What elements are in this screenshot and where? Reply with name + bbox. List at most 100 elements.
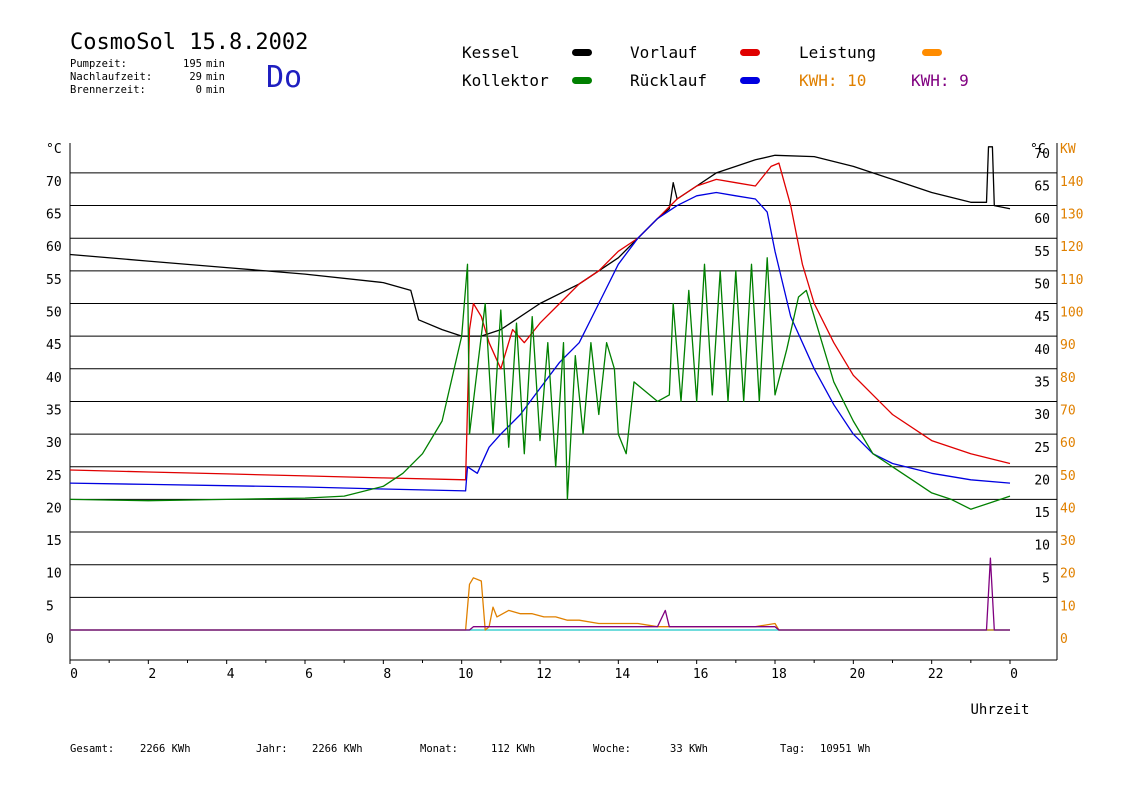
y-tick-label-left: 20 [46,501,62,516]
y-tick-label-power: 30 [1060,534,1076,549]
footer-woche-value: 33 KWh [670,743,708,755]
y-tick-label-right: 25 [1034,441,1050,456]
weekday-label: Do [266,60,303,95]
y-tick-label-right: 40 [1034,343,1050,358]
y-tick-label-left: 25 [46,469,62,484]
stat-unit: min [206,71,225,83]
y-axis-unit-left: °C [46,142,62,157]
legend-ruecklauf-label: Rücklauf [630,71,708,90]
y-tick-label-left: 10 [46,567,62,582]
y-tick-label-power: 10 [1060,599,1076,614]
footer-woche-label: Woche: [593,743,631,755]
stat-brennerzeit: Brennerzeit: 0 min [70,84,225,97]
grid-lines [70,172,1057,598]
y-tick-label-left: 70 [46,175,62,190]
y-tick-label-left: 30 [46,436,62,451]
y-tick-label-power: 110 [1060,273,1083,288]
footer-monat-value: 112 KWh [491,743,536,755]
y-tick-label-right: 60 [1034,212,1050,227]
x-tick-label: 8 [383,667,391,682]
tick-labels: 0 2 4 6 8 10 12 14 16 18 20 22 005101520253035404550… [46,147,1083,682]
y-tick-label-right: 50 [1034,278,1050,293]
x-tick-label: 18 [771,667,787,682]
legend-ruecklauf-swatch [740,77,760,84]
y-tick-label-power: 20 [1060,567,1076,582]
x-tick-label: 10 [458,667,474,682]
x-tick-label: 0 [70,667,78,682]
y-tick-label-right: 10 [1034,539,1050,554]
x-tick-label: 20 [850,667,866,682]
y-tick-label-left: 65 [46,208,62,223]
y-tick-label-power: 80 [1060,371,1076,386]
y-tick-label-left: 50 [46,306,62,321]
y-tick-label-power: 70 [1060,403,1076,418]
y-tick-label-power: 140 [1060,175,1083,190]
y-tick-label-left: 15 [46,534,62,549]
y-tick-label-right: 45 [1034,310,1050,325]
series-line-kwh-9 [70,557,1010,631]
x-tick-label: 16 [693,667,709,682]
y-tick-label-right: 65 [1034,180,1050,195]
series-line-r-cklauf [69,191,1011,492]
legend-kessel-label: Kessel [462,43,520,62]
y-tick-label-power: 50 [1060,469,1076,484]
legend-vorlauf-label: Vorlauf [630,43,698,62]
x-tick-label: 0 [1010,667,1018,682]
y-tick-label-right: 55 [1034,245,1050,260]
y-tick-label-left: 45 [46,338,62,353]
footer-jahr-value: 2266 KWh [312,743,363,755]
stat-value: 0 [195,84,202,96]
y-tick-label-power: 120 [1060,240,1083,255]
stat-label: Brennerzeit: [70,84,146,96]
stat-label: Nachlaufzeit: [70,71,153,83]
y-tick-label-left: 40 [46,371,62,386]
chart-title: CosmoSol 15.8.2002 [70,30,309,55]
stat-value: 29 [189,71,202,83]
stat-label: Pumpzeit: [70,58,127,70]
y-tick-label-power: 0 [1060,632,1068,647]
y-tick-label-power: 100 [1060,306,1083,321]
x-tick-label: 12 [536,667,552,682]
footer-tag-value: 10951 Wh [820,743,871,755]
x-tick-label: 2 [148,667,156,682]
stat-pumpzeit: Pumpzeit: 195 min [70,58,225,71]
legend-kollektor-label: Kollektor [462,71,549,90]
y-axis-unit-right: °C [1030,142,1046,157]
y-tick-label-right: 5 [1042,571,1050,586]
series-line-kessel [69,146,1011,337]
y-axis-unit-power: KW [1060,142,1076,157]
stat-unit: min [206,58,225,70]
x-tick-label: 4 [227,667,235,682]
x-tick-label: 6 [305,667,313,682]
legend-kollektor-swatch [572,77,592,84]
y-tick-label-left: 5 [46,599,54,614]
y-tick-label-right: 35 [1034,375,1050,390]
y-tick-label-power: 90 [1060,338,1076,353]
legend-leistung-swatch [922,49,942,56]
y-tick-label-right: 30 [1034,408,1050,423]
footer-monat-label: Monat: [420,743,458,755]
stat-unit: min [206,84,225,96]
series-line-leistung [70,577,1010,631]
footer-tag-label: Tag: [780,743,806,755]
legend-kwh-10: KWH: 10 [799,71,867,90]
series-lines [69,146,1011,631]
legend-kwh-9: KWH: 9 [911,71,969,90]
y-tick-label-power: 60 [1060,436,1076,451]
legend-vorlauf-swatch [740,49,760,56]
y-tick-label-left: 55 [46,273,62,288]
y-tick-label-right: 70 [1034,147,1050,162]
footer-gesamt-label: Gesamt: [70,743,115,755]
y-tick-label-right: 20 [1034,473,1050,488]
legend-leistung-label: Leistung [799,43,877,62]
y-tick-label-left: 35 [46,403,62,418]
series-line-kollektor [69,257,1011,510]
x-tick-label: 22 [928,667,944,682]
stat-nachlaufzeit: Nachlaufzeit: 29 min [70,71,225,84]
y-tick-label-right: 15 [1034,506,1050,521]
y-tick-label-power: 40 [1060,501,1076,516]
y-tick-label-left: 60 [46,240,62,255]
y-tick-label-left: 0 [46,632,54,647]
stat-value: 195 [183,58,202,70]
